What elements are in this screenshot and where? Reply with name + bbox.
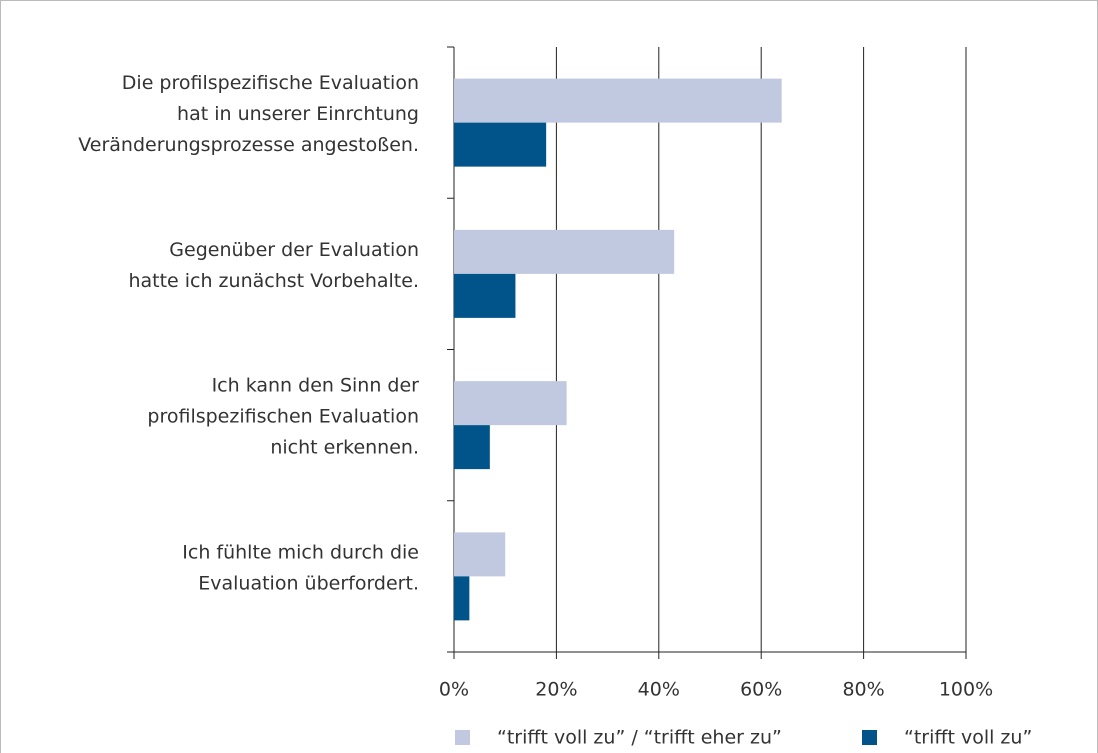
x-tick-label: 0% (439, 679, 469, 701)
x-tick-label: 80% (842, 679, 884, 701)
legend-swatch (455, 730, 470, 745)
bar (454, 576, 470, 621)
bar (454, 381, 567, 426)
category-label: Veränderungsprozesse angestoßen. (78, 134, 419, 156)
x-tick-label: 40% (638, 679, 680, 701)
bar (454, 532, 506, 577)
category-label: Gegenüber der Evaluation (169, 239, 419, 261)
x-tick-label: 100% (939, 679, 993, 701)
legend-label: “trifft voll zu” (904, 727, 1032, 749)
category-label: nicht erkennen. (270, 437, 419, 459)
category-label: hatte ich zunächst Vorbehalte. (128, 270, 419, 292)
legend-label: “trifft voll zu” / “trifft eher zu” (497, 727, 782, 749)
category-label: Ich fühlte mich durch die (182, 541, 419, 563)
x-tick-label: 20% (535, 679, 577, 701)
category-label: hat in unserer Einrchtung (177, 103, 419, 125)
category-label: Evaluation überfordert. (198, 572, 419, 594)
bar (454, 229, 675, 274)
legend-swatch (862, 730, 877, 745)
bar (454, 425, 490, 470)
bar (454, 273, 516, 318)
bar (454, 122, 547, 167)
x-tick-label: 60% (740, 679, 782, 701)
category-label: Die profilspezifische Evaluation (122, 72, 419, 94)
bar (454, 78, 782, 123)
category-label: profilspezifischen Evaluation (147, 406, 419, 428)
category-label: Ich kann den Sinn der (212, 375, 420, 397)
